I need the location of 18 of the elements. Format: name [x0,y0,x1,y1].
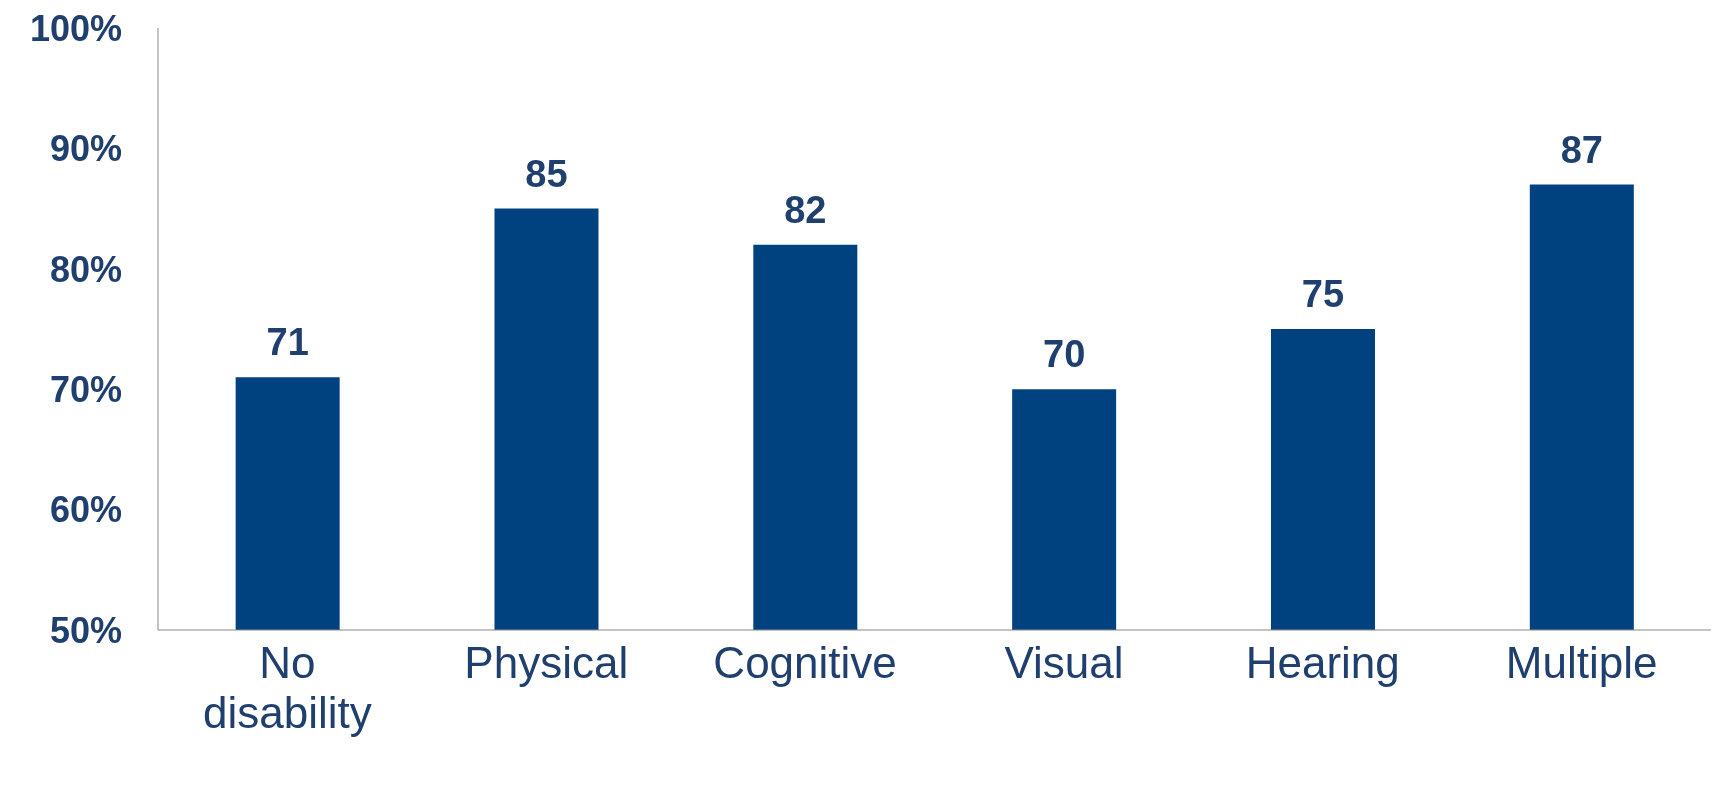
x-tick-label: Cognitive [713,638,897,687]
data-label: 71 [266,321,309,364]
x-tick-label: Physical [464,638,629,687]
y-tick-label: 60% [49,489,122,531]
x-tick-label: Visual [1004,638,1124,687]
y-tick-label: 90% [49,128,122,170]
y-tick-label: 100% [29,7,122,49]
x-tick-label: Hearing [1245,638,1400,687]
data-label: 75 [1301,273,1345,315]
y-tick-label: 70% [49,368,122,410]
y-tick-label: 50% [49,609,122,651]
data-label: 85 [525,152,568,195]
x-tick-label: No disability [203,638,372,737]
data-label: 70 [1043,333,1086,376]
y-tick-label: 80% [49,248,122,290]
data-label: 87 [1560,128,1603,171]
x-tick-label: Multiple [1505,638,1658,687]
data-label: 82 [784,188,827,231]
